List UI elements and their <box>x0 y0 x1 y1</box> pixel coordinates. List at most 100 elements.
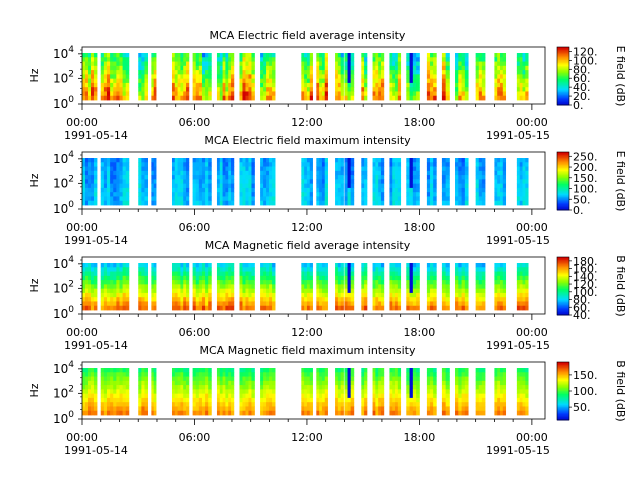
spectrogram-cell <box>441 275 447 281</box>
spectrogram-cell <box>409 78 414 84</box>
spectrogram-cell <box>475 65 480 71</box>
spectrogram-cell <box>85 271 89 277</box>
data-segment <box>335 53 344 101</box>
spectrogram-cell <box>395 70 399 75</box>
spectrogram-cell <box>478 406 483 412</box>
spectrogram-cell <box>441 284 447 290</box>
spectrogram-cell <box>361 267 365 272</box>
x-tick-label: 12:00 <box>291 326 323 339</box>
spectrogram-cell <box>208 263 212 268</box>
spectrogram-cell <box>174 397 178 403</box>
spectrogram-cell <box>347 263 352 268</box>
spectrogram-cell <box>372 170 376 176</box>
spectrogram-cell <box>375 397 379 403</box>
spectrogram-cell <box>458 271 462 277</box>
spectrogram-cell <box>122 297 127 302</box>
spectrogram-cell <box>412 402 417 407</box>
spectrogram-cell <box>110 372 114 377</box>
spectrogram-cell <box>225 162 229 167</box>
spectrogram-cell <box>455 166 459 172</box>
spectrogram-cell <box>186 292 190 298</box>
spectrogram-cell <box>321 61 326 67</box>
spectrogram-cell <box>478 284 483 290</box>
spectrogram-cell <box>195 402 200 407</box>
spectrogram-cell <box>475 301 480 307</box>
spectrogram-cell <box>324 70 328 75</box>
spectrogram-cell <box>85 91 89 97</box>
spectrogram-cell <box>216 389 221 395</box>
spectrogram-cell <box>263 166 267 172</box>
spectrogram-cell <box>426 74 431 80</box>
spectrogram-cell <box>361 410 365 416</box>
spectrogram-cell <box>380 380 385 386</box>
spectrogram-cell <box>94 305 98 311</box>
spectrogram-cell <box>144 380 148 386</box>
spectrogram-cell <box>245 78 249 84</box>
spectrogram-cell <box>481 65 486 71</box>
spectrogram-cell <box>372 187 376 193</box>
spectrogram-cell <box>225 70 229 75</box>
spectrogram-cell <box>208 57 212 62</box>
spectrogram-cell <box>177 410 181 416</box>
x-tick-label: 06:00 <box>179 326 211 339</box>
spectrogram-cell <box>395 65 399 71</box>
spectrogram-cell <box>502 158 507 163</box>
spectrogram-cell <box>103 82 108 88</box>
spectrogram-cell <box>321 187 326 193</box>
spectrogram-cell <box>103 196 108 202</box>
spectrogram-cell <box>458 179 462 185</box>
spectrogram-cell <box>113 162 117 167</box>
spectrogram-cell <box>183 162 187 167</box>
spectrogram-cell <box>180 275 184 281</box>
spectrogram-cell <box>461 57 466 62</box>
spectrogram-cell <box>321 53 326 58</box>
spectrogram-cell <box>272 192 276 197</box>
spectrogram-cell <box>347 192 352 197</box>
spectrogram-cell <box>116 91 120 97</box>
spectrogram-cell <box>138 376 142 382</box>
spectrogram-cell <box>186 87 190 92</box>
spectrogram-cell <box>113 410 117 416</box>
spectrogram-cell <box>100 91 105 97</box>
spectrogram-cell <box>516 280 521 285</box>
spectrogram-cell <box>372 87 376 92</box>
spectrogram-cell <box>416 70 420 75</box>
spectrogram-cell <box>100 166 105 172</box>
spectrogram-cell <box>395 372 399 377</box>
spectrogram-cell <box>195 61 200 67</box>
spectrogram-cell <box>522 78 526 84</box>
spectrogram-cell <box>222 297 226 302</box>
spectrogram-cell <box>464 183 469 189</box>
spectrogram-cell <box>441 192 447 197</box>
spectrogram-cell <box>522 380 526 386</box>
spectrogram-cell <box>106 175 111 180</box>
spectrogram-cell <box>272 53 276 58</box>
spectrogram-cell <box>85 385 89 390</box>
spectrogram-cell <box>372 402 376 407</box>
spectrogram-cell <box>500 70 504 75</box>
spectrogram-cell <box>263 74 267 80</box>
spectrogram-cell <box>251 288 255 294</box>
spectrogram-cell <box>324 288 328 294</box>
spectrogram-cell <box>266 61 270 67</box>
spectrogram-cell <box>409 162 414 167</box>
spectrogram-cell <box>228 183 232 189</box>
spectrogram-cell <box>272 368 276 373</box>
spectrogram-cell <box>205 87 209 92</box>
spectrogram-cell <box>301 175 305 180</box>
spectrogram-cell <box>88 200 92 206</box>
spectrogram-cell <box>412 389 417 395</box>
x-tick-label: 12:00 <box>291 221 323 234</box>
spectrogram-cell <box>361 196 365 202</box>
spectrogram-cell <box>389 267 393 272</box>
spectrogram-cell <box>347 301 352 307</box>
spectrogram-cell <box>321 74 326 80</box>
spectrogram-cell <box>248 170 252 176</box>
spectrogram-cell <box>141 183 145 189</box>
spectrogram-cell <box>412 280 417 285</box>
colorbar-step <box>557 165 569 167</box>
spectrogram-cell <box>445 305 450 311</box>
spectrogram-cell <box>231 179 235 185</box>
spectrogram-cell <box>239 271 243 277</box>
spectrogram-cell <box>321 196 326 202</box>
